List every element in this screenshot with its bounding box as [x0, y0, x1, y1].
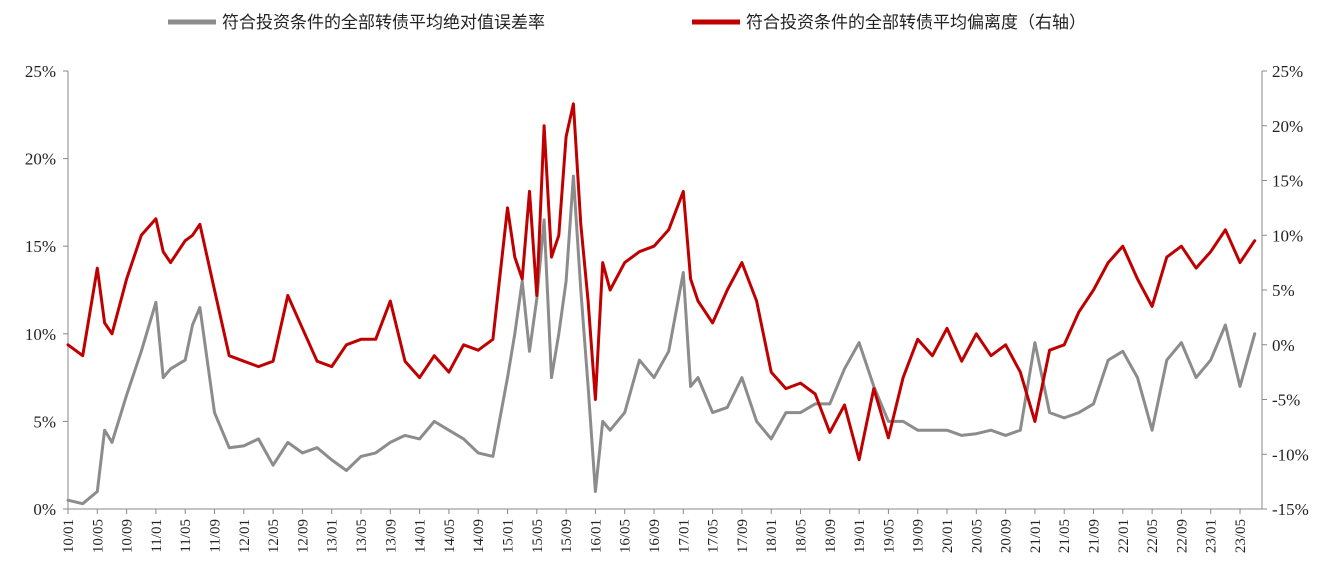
x-tick-label: 22/09	[1174, 519, 1190, 553]
x-tick-label: 13/09	[383, 519, 399, 553]
x-tick-label: 10/09	[120, 519, 136, 553]
x-tick-label: 17/09	[735, 519, 751, 553]
right-tick-label: -15%	[1272, 500, 1309, 519]
x-tick-label: 23/01	[1204, 519, 1220, 553]
x-tick-label: 21/05	[1057, 519, 1073, 553]
axes: 0% 5% 10% 15% 20% 25% -15% -10% -5% 0% 5% 10% 15% 20%…	[25, 62, 1309, 553]
x-tick-label: 15/09	[559, 519, 575, 553]
x-tick-label: 20/01	[940, 519, 956, 553]
x-tick-label: 15/05	[530, 519, 546, 553]
x-tick-label: 11/09	[208, 519, 224, 553]
x-tick-label: 20/05	[969, 519, 985, 553]
x-tick-label: 18/01	[764, 519, 780, 553]
right-tick-label: 15%	[1272, 172, 1303, 191]
x-tick-label: 22/01	[1116, 519, 1132, 553]
x-tick-label: 22/05	[1145, 519, 1161, 553]
right-tick-label: -5%	[1272, 391, 1300, 410]
right-tick-label: 5%	[1272, 281, 1295, 300]
right-tick-label: 25%	[1272, 62, 1303, 81]
x-tick-label: 16/01	[588, 519, 604, 553]
right-tick-label: 20%	[1272, 117, 1303, 136]
legend-label-left-series: 符合投资条件的全部转债平均绝对值误差率	[222, 13, 545, 33]
x-tick-label: 16/09	[647, 519, 663, 553]
x-tick-label: 21/09	[1087, 519, 1103, 553]
legend: 符合投资条件的全部转债平均绝对值误差率 符合投资条件的全部转债平均偏离度（右轴）	[168, 13, 1086, 33]
x-tick-label: 14/05	[442, 519, 458, 553]
left-tick-label: 5%	[33, 412, 56, 431]
x-tick-label: 12/05	[266, 519, 282, 553]
series-layer	[66, 102, 1257, 506]
x-tick-label: 20/09	[999, 519, 1015, 553]
left-tick-label: 20%	[25, 150, 56, 169]
left-tick-label: 10%	[25, 325, 56, 344]
right-tick-label: -10%	[1272, 445, 1309, 464]
x-tick-label: 17/05	[706, 519, 722, 553]
x-tick-label: 23/05	[1233, 519, 1249, 553]
x-tick-label: 19/09	[911, 519, 927, 553]
x-tick-label: 10/05	[90, 519, 106, 553]
x-tick-label: 11/05	[178, 519, 194, 553]
x-tick-label: 13/05	[354, 519, 370, 553]
left-tick-label: 15%	[25, 237, 56, 256]
legend-label-right-series: 符合投资条件的全部转债平均偏离度（右轴）	[746, 13, 1086, 33]
x-tick-label: 12/01	[237, 519, 253, 553]
series-line-abs-error	[66, 174, 1257, 506]
x-tick-label: 13/01	[325, 519, 341, 553]
x-tick-label: 10/01	[61, 519, 77, 553]
x-tick-label: 19/05	[881, 519, 897, 553]
right-tick-label: 0%	[1272, 336, 1295, 355]
x-tick-label: 18/09	[823, 519, 839, 553]
x-tick-label: 17/01	[676, 519, 692, 553]
x-tick-label: 11/01	[149, 519, 165, 553]
x-tick-label: 19/01	[852, 519, 868, 553]
right-tick-label: 10%	[1272, 226, 1303, 245]
x-tick-label: 15/01	[501, 519, 517, 553]
series-line-deviation	[66, 102, 1257, 462]
x-tick-label: 14/09	[471, 519, 487, 553]
x-tick-label: 14/01	[413, 519, 429, 553]
left-tick-label: 25%	[25, 62, 56, 81]
x-tick-label: 21/01	[1028, 519, 1044, 553]
x-tick-label: 12/09	[295, 519, 311, 553]
x-tick-label: 18/05	[794, 519, 810, 553]
x-tick-label: 16/05	[618, 519, 634, 553]
left-tick-label: 0%	[33, 500, 56, 519]
